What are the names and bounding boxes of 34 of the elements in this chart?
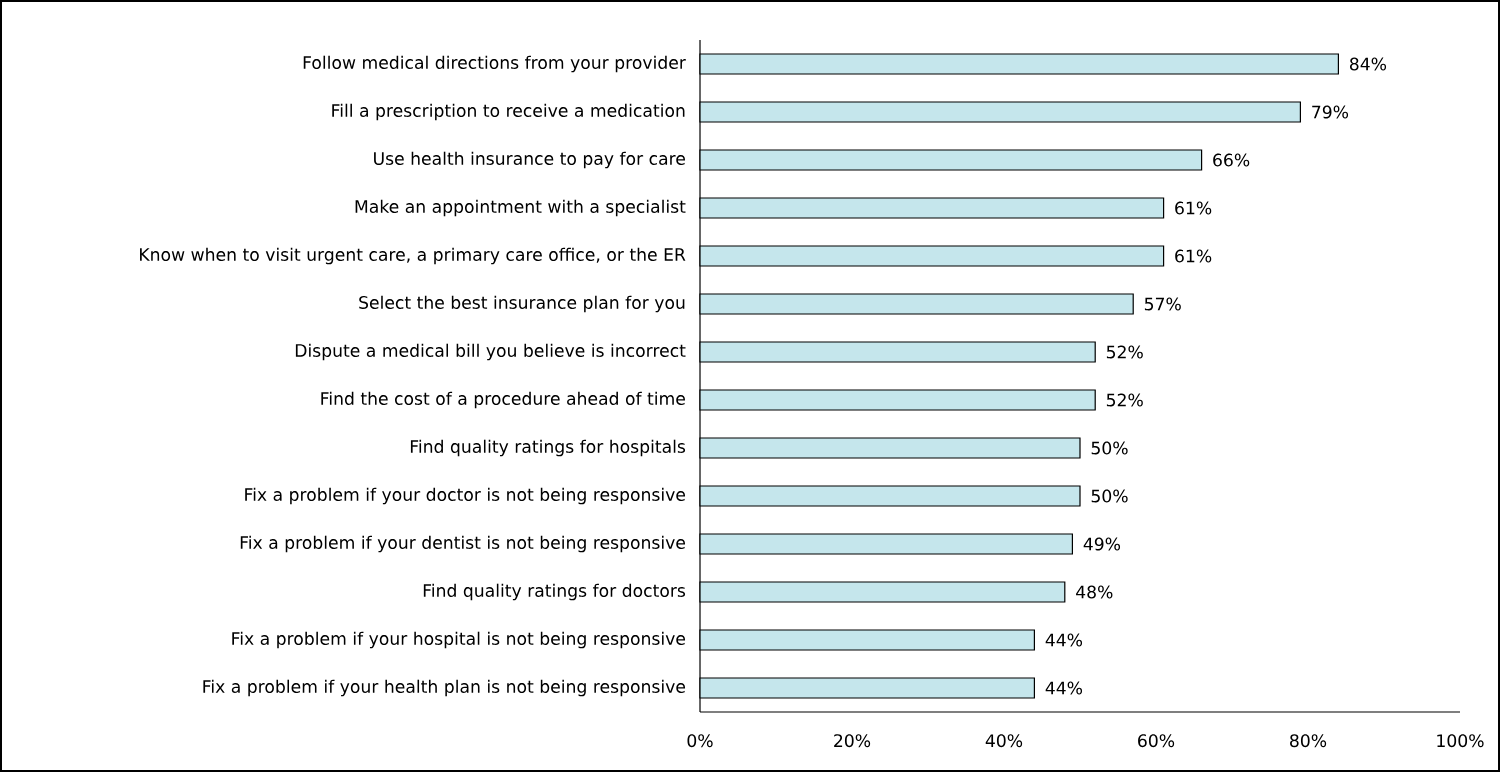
y-tick-label: Follow medical directions from your provider [303, 55, 686, 73]
data-label: 44% [1045, 633, 1083, 647]
y-tick-label: Select the best insurance plan for you [359, 295, 685, 313]
y-tick-label: Fill a prescription to receive a medication [332, 103, 685, 121]
x-tick-label: 0% [687, 734, 713, 748]
data-label: 44% [1045, 681, 1083, 695]
data-label: 49% [1083, 537, 1121, 551]
y-tick-label: Know when to visit urgent care, a primary care office, or the ER [140, 247, 686, 265]
data-label: 66% [1213, 153, 1250, 167]
data-label: 61% [1175, 249, 1212, 263]
y-tick-label: Fix a problem if your doctor is not being responsive [245, 487, 686, 505]
data-label: 79% [1312, 105, 1349, 119]
y-tick-label: Fix a problem if your dentist is not being responsive [240, 535, 686, 553]
x-tick-label: 20% [834, 734, 871, 748]
data-label: 50% [1091, 441, 1128, 455]
x-tick-label: 40% [985, 734, 1023, 748]
data-label: 52% [1106, 345, 1143, 359]
y-tick-label: Make an appointment with a specialist [355, 199, 686, 217]
x-tick-label: 60% [1138, 734, 1175, 748]
data-label: 50% [1091, 489, 1128, 503]
data-label: 48% [1076, 585, 1113, 599]
y-tick-label: Find the cost of a procedure ahead of time [321, 391, 685, 409]
data-label: 52% [1106, 393, 1143, 407]
data-label: 61% [1175, 201, 1212, 215]
y-tick-label: Use health insurance to pay for care [374, 151, 685, 169]
data-label: 57% [1144, 297, 1181, 311]
y-tick-label: Find quality ratings for hospitals [410, 439, 686, 457]
x-tick-label: 80% [1290, 734, 1327, 748]
y-tick-label: Find quality ratings for doctors [423, 583, 686, 601]
y-tick-label: Fix a problem if your hospital is not being responsive [232, 631, 686, 649]
y-tick-label: Dispute a medical bill you believe is incorrect [295, 343, 686, 361]
y-tick-label: Fix a problem if your health plan is not being responsive [203, 679, 686, 697]
data-label: 84% [1349, 57, 1387, 71]
x-tick-label: 100% [1437, 734, 1484, 748]
